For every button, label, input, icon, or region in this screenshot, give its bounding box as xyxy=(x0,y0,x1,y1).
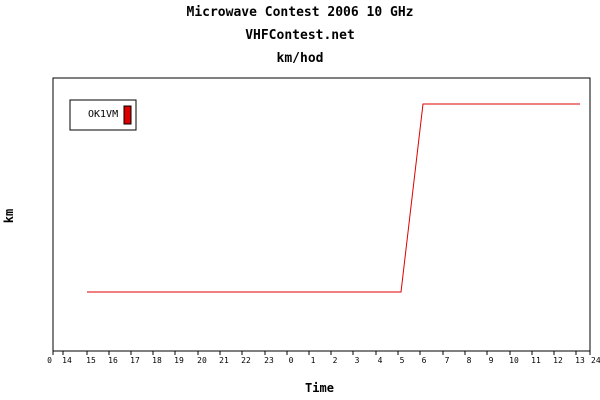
x-tick-label: 19 xyxy=(174,356,184,365)
x-tick-label: 10 xyxy=(509,356,519,365)
x-tick-label: 4 xyxy=(378,356,383,365)
chart-title: Microwave Contest 2006 10 GHz xyxy=(186,5,414,20)
plot-area xyxy=(52,77,591,352)
x-tick-label: 14 xyxy=(62,356,72,365)
x-tick-label: 23 xyxy=(264,356,274,365)
x-tick-label: 5 xyxy=(400,356,405,365)
x-tick-label: 21 xyxy=(219,356,229,365)
y-axis-label: km xyxy=(2,209,16,223)
x-tick-label: 13 xyxy=(575,356,585,365)
chart-subtitle: VHFContest.net xyxy=(245,28,355,43)
legend-label: OK1VM xyxy=(88,109,118,120)
x-tick-label: 18 xyxy=(152,356,162,365)
x-tick-label: 0 xyxy=(47,356,52,365)
x-tick-label: 6 xyxy=(422,356,427,365)
x-tick-label: 24 xyxy=(591,356,600,365)
x-tick-label: 12 xyxy=(553,356,563,365)
x-tick-label: 0 xyxy=(289,356,294,365)
x-tick-label: 20 xyxy=(197,356,207,365)
x-tick-label: 22 xyxy=(241,356,251,365)
x-tick-label: 16 xyxy=(108,356,118,365)
chart-unit-subtitle: km/hod xyxy=(276,51,324,66)
legend: OK1VM xyxy=(69,99,137,131)
series-layer xyxy=(87,103,580,293)
x-tick-label: 1 xyxy=(311,356,316,365)
x-tick-label: 7 xyxy=(445,356,450,365)
x-tick-label: 3 xyxy=(355,356,360,365)
series-line xyxy=(87,103,580,293)
x-tick-label: 15 xyxy=(86,356,96,365)
x-tick-label: 17 xyxy=(130,356,140,365)
x-tick-label: 9 xyxy=(489,356,494,365)
x-axis-ticks: 0 14 15 16 17 18 19 20 21 22 23 0 1 2 3 4 5 6 7 8 9 10 11 12 13 2… xyxy=(47,351,600,365)
x-axis-label: Time xyxy=(305,381,334,395)
x-tick-label: 2 xyxy=(333,356,338,365)
x-tick-label: 11 xyxy=(531,356,541,365)
legend-swatch xyxy=(123,105,132,125)
x-tick-label: 8 xyxy=(467,356,472,365)
